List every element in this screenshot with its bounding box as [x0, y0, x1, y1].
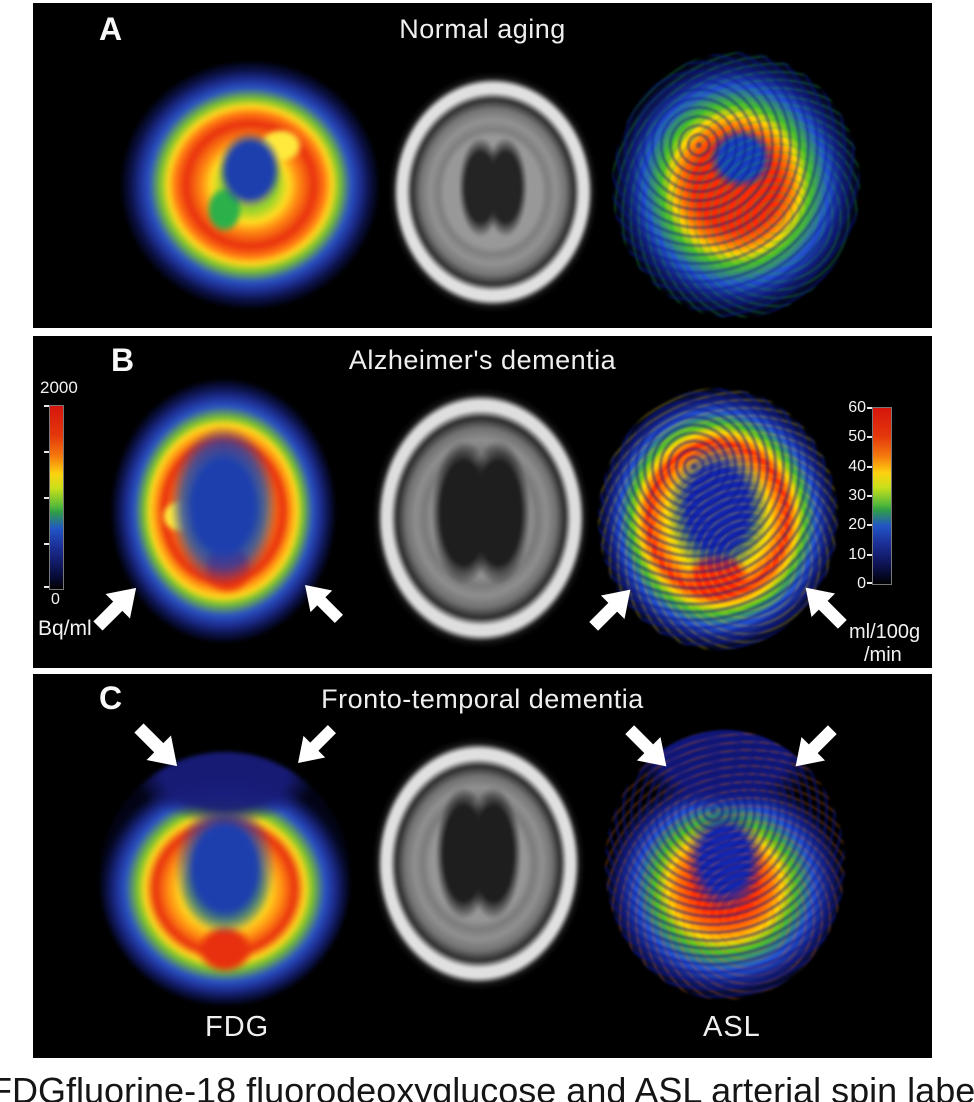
- right-colorbar-unit-line2: /min: [864, 644, 902, 666]
- panel-letter-a: A: [99, 11, 123, 47]
- arrow-down-left-icon: [777, 711, 851, 785]
- right-colorbar-tick-label: 20: [848, 516, 866, 533]
- panel-frontotemporal-dementia: C Fronto-temporal dementia FDG ASL: [33, 674, 932, 1058]
- mri-scan-ftd: [372, 737, 585, 990]
- mri-scan-alzheimers: [372, 388, 590, 648]
- arrow-down-right-icon: [611, 711, 685, 785]
- right-colorbar-tick-label: 60: [848, 399, 866, 416]
- arrow-down-left-icon: [281, 712, 349, 780]
- right-colorbar-unit-line1: ml/100g: [849, 621, 921, 643]
- fdg-pet-scan-normal: [122, 62, 378, 308]
- right-colorbar-tick: [867, 524, 872, 526]
- arrow-up-left-icon: [288, 568, 356, 636]
- right-colorbar-tick-label: 10: [848, 546, 866, 563]
- left-colorbar-tick: [44, 451, 49, 453]
- mri-scan-normal: [388, 72, 598, 312]
- panel-normal-aging: A Normal aging: [33, 3, 932, 328]
- panel-title-alzheimers: Alzheimer's dementia: [348, 345, 617, 375]
- right-colorbar-tick: [867, 407, 872, 409]
- left-colorbar-tick: [44, 586, 49, 588]
- arrow-down-right-icon: [120, 709, 196, 785]
- right-colorbar-tick-label: 0: [857, 575, 866, 592]
- asl-scan-alzheimers: [598, 388, 838, 650]
- right-colorbar-tick-label: 30: [848, 487, 866, 504]
- column-label-asl: ASL: [703, 1011, 761, 1043]
- left-colorbar-tick: [44, 497, 49, 499]
- asl-scan-normal: [612, 52, 860, 318]
- panel-alzheimers-dementia: B Alzheimer's dementia 2000 0 Bq/ml 60: [33, 336, 932, 668]
- right-colorbar-tick-label: 50: [848, 428, 866, 445]
- right-colorbar-tick: [867, 436, 872, 438]
- panel-title-normal-aging: Normal aging: [399, 14, 566, 44]
- figure-caption: FDGfluorine-18 fluorodeoxyglucose and AS…: [0, 1070, 974, 1102]
- right-colorbar-tick-label: 40: [848, 458, 866, 475]
- fdg-pet-scan-ftd: [100, 752, 350, 1005]
- arrow-up-right-icon: [79, 569, 155, 645]
- arrow-up-right-icon: [575, 571, 649, 645]
- asl-scan-ftd: [605, 730, 845, 1000]
- right-colorbar-tick: [867, 554, 872, 556]
- arrow-up-left-icon: [787, 569, 861, 643]
- right-colorbar-tick: [867, 582, 872, 584]
- left-colorbar: [49, 405, 64, 590]
- fdg-pet-scan-alzheimers: [112, 380, 335, 642]
- left-colorbar-min-label: 0: [51, 591, 60, 608]
- left-colorbar-max-label: 2000: [40, 378, 78, 397]
- right-colorbar-tick: [867, 495, 872, 497]
- panel-letter-c: C: [99, 680, 123, 716]
- column-label-fdg: FDG: [205, 1011, 270, 1043]
- right-colorbar: [872, 407, 892, 585]
- panel-letter-b: B: [111, 342, 135, 378]
- panel-title-frontotemporal: Fronto-temporal dementia: [321, 684, 644, 714]
- left-colorbar-unit-label: Bq/ml: [38, 617, 92, 640]
- left-colorbar-tick: [44, 405, 49, 407]
- right-colorbar-tick: [867, 466, 872, 468]
- left-colorbar-tick: [44, 543, 49, 545]
